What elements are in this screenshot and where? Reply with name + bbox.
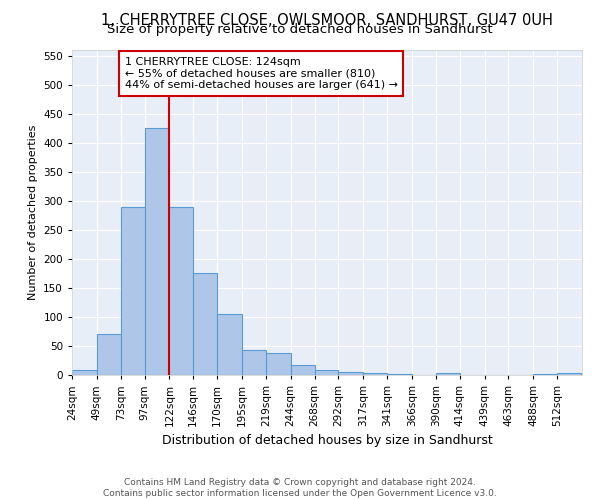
Text: Size of property relative to detached houses in Sandhurst: Size of property relative to detached ho… [107,22,493,36]
Text: Contains HM Land Registry data © Crown copyright and database right 2024.
Contai: Contains HM Land Registry data © Crown c… [103,478,497,498]
Bar [97,334,121,375]
Bar [145,128,169,375]
X-axis label: Distribution of detached houses by size in Sandhurst: Distribution of detached houses by size … [161,434,493,448]
Bar [217,314,242,375]
Bar [387,374,412,375]
Bar [363,374,387,375]
Bar [266,353,291,375]
Bar [242,350,266,375]
Bar [314,370,338,375]
Bar [533,374,557,375]
Y-axis label: Number of detached properties: Number of detached properties [28,125,38,300]
Text: 1 CHERRYTREE CLOSE: 124sqm
← 55% of detached houses are smaller (810)
44% of sem: 1 CHERRYTREE CLOSE: 124sqm ← 55% of deta… [125,57,398,90]
Bar [338,372,363,375]
Bar [436,374,460,375]
Bar [291,364,314,375]
Bar [193,274,217,375]
Title: 1, CHERRYTREE CLOSE, OWLSMOOR, SANDHURST, GU47 0UH: 1, CHERRYTREE CLOSE, OWLSMOOR, SANDHURST… [101,13,553,28]
Bar [169,206,193,375]
Bar [557,374,581,375]
Bar [72,370,97,375]
Bar [121,206,145,375]
